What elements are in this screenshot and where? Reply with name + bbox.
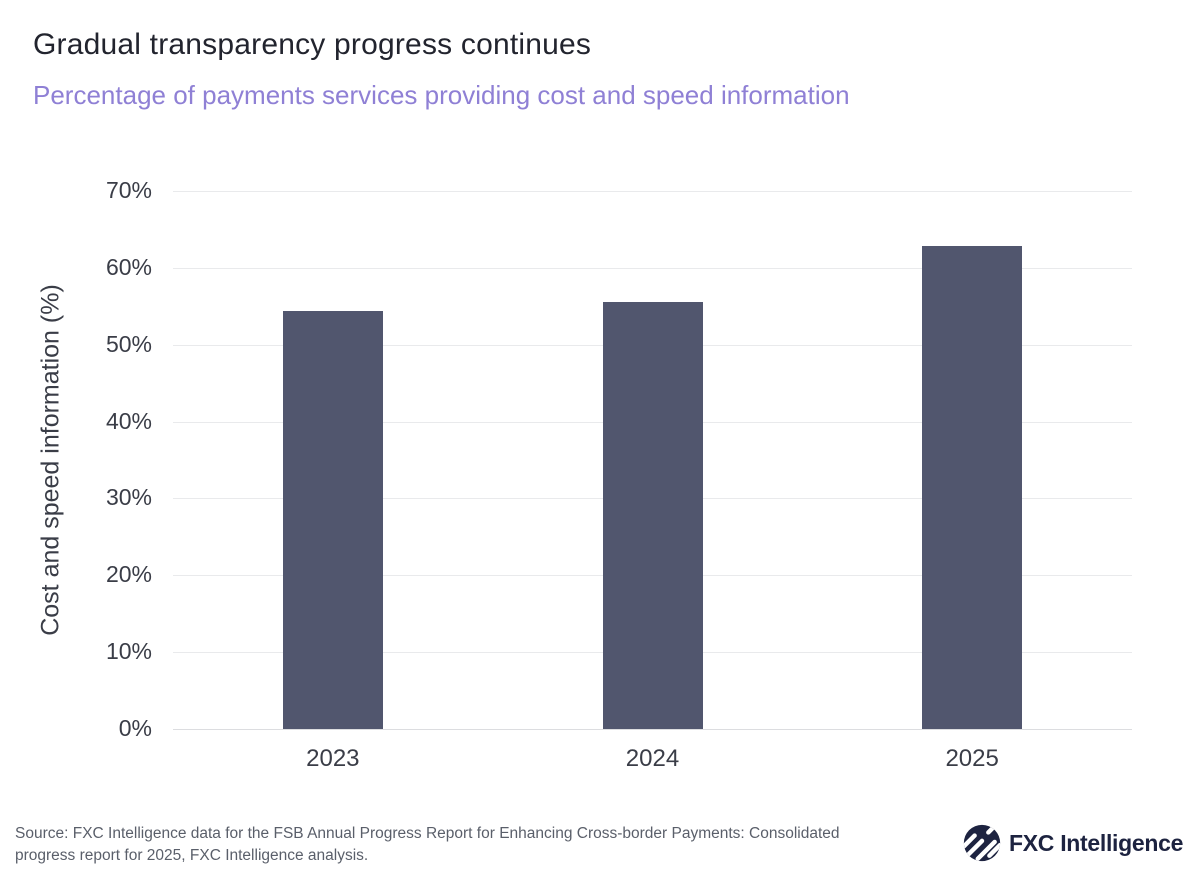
y-tick-label-70: 70% — [105, 176, 152, 203]
x-tick-label-2023: 2023 — [306, 745, 360, 772]
source-line-1: Source: FXC Intelligence data for the FS… — [15, 825, 840, 842]
y-tick-label-50: 50% — [105, 330, 152, 357]
gridline-70 — [173, 191, 1132, 192]
y-tick-label-30: 30% — [105, 484, 152, 511]
y-tick-label-40: 40% — [105, 407, 152, 434]
gridline-60 — [173, 267, 1132, 269]
bar-2023 — [282, 310, 383, 729]
x-tick-label-2025: 2025 — [945, 745, 999, 772]
fxc-logo-globe-icon — [963, 824, 1001, 862]
source-line-2: progress report for 2025, FXC Intelligen… — [15, 847, 369, 864]
chart-title: Gradual transparency progress continues — [33, 28, 592, 61]
gridline-0 — [173, 729, 1132, 730]
fxc-intelligence-logo: FXC Intelligence — [963, 824, 1183, 862]
y-tick-label-0: 0% — [118, 714, 152, 741]
x-axis-category-labels: 2023 2024 2025 — [173, 745, 1132, 775]
y-tick-label-20: 20% — [105, 561, 152, 588]
chart-subtitle: Percentage of payments services providin… — [33, 80, 850, 110]
bar-2024 — [602, 301, 703, 729]
plot-area — [173, 191, 1132, 730]
fxc-logo-wordmark: FXC Intelligence — [1009, 829, 1184, 856]
x-tick-label-2024: 2024 — [625, 745, 680, 772]
y-tick-label-60: 60% — [105, 253, 152, 280]
bar-2025 — [922, 245, 1023, 729]
y-tick-label-10: 10% — [105, 638, 152, 665]
y-axis-tick-labels: 0% 10% 20% 30% 40% 50% 60% 70% — [55, 177, 152, 741]
source-attribution: Source: FXC Intelligence data for the FS… — [15, 823, 840, 867]
